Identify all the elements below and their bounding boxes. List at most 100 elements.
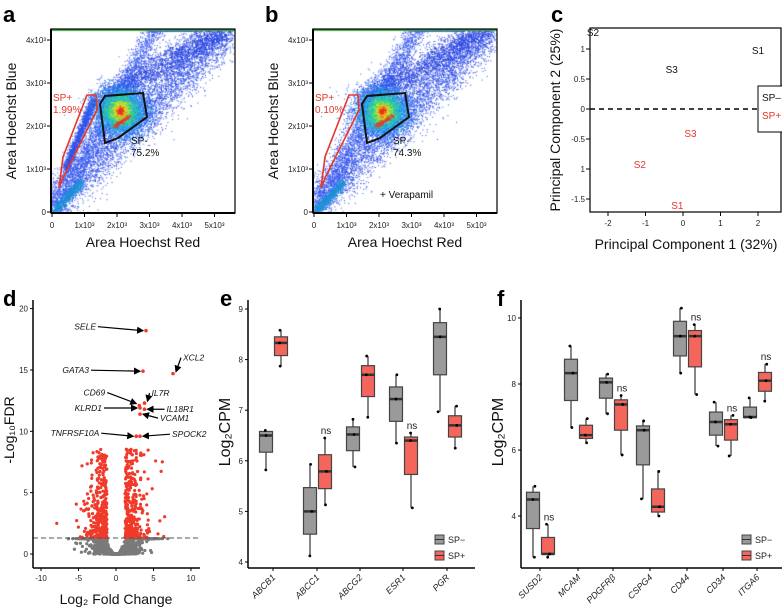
sample-point <box>531 498 535 501</box>
legend-label: SP+ <box>755 551 772 561</box>
volcano-point-significant <box>146 518 150 522</box>
legend-label: SP+ <box>448 551 465 561</box>
sample-point <box>409 431 412 435</box>
sample-point <box>570 426 574 429</box>
x-tick-label: 2x10³ <box>107 221 127 230</box>
volcano-point-significant <box>90 473 94 477</box>
volcano-point-significant <box>145 523 150 527</box>
volcano-point-nonsignificant <box>130 539 134 544</box>
gene-label: IL7R <box>152 388 170 398</box>
x-axis-title: Principal Component 1 (32%) <box>595 236 778 252</box>
y-tick-label: 1 <box>581 45 586 54</box>
gate-label-sp-plus: SP+ <box>315 93 334 104</box>
gate-sp-plus <box>320 94 360 189</box>
y-tick-label: -1.5 <box>571 195 585 204</box>
x-tick-label: ITGA6 <box>736 572 761 597</box>
volcano-point-significant <box>89 519 93 523</box>
volcano-point-significant <box>123 481 128 486</box>
volcano-point-nonsignificant <box>140 548 144 552</box>
box-sp-plus <box>403 436 419 476</box>
volcano-point-significant <box>91 516 95 520</box>
legend-box <box>757 85 782 133</box>
box-sp-plus <box>540 536 556 555</box>
volcano-point-significant <box>102 505 106 509</box>
volcano-point-significant <box>97 521 101 525</box>
gene-label: VCAM1 <box>160 413 190 423</box>
sample-point <box>533 555 536 559</box>
box-sp-minus <box>388 386 404 422</box>
sample-point <box>747 396 751 400</box>
volcano-point-significant <box>90 504 94 508</box>
panel-b: 0 1x10³ 2x10³ 3x10³ 4x10³ 5x10³ 0 1x10³ 2x10³ 3x1… <box>265 28 498 250</box>
volcano-point-nonsignificant <box>90 546 94 550</box>
pca-sample-label: S1 <box>671 201 684 212</box>
volcano-point-nonsignificant <box>72 547 77 551</box>
sample-point <box>571 371 575 375</box>
volcano-point-significant <box>95 494 99 498</box>
sample-point <box>366 415 370 419</box>
x-axis-title: Area Hoechst Red <box>86 234 200 250</box>
volcano-point-labeled <box>138 406 142 410</box>
ns-annotation: ns <box>407 421 418 432</box>
y-tick-label: 7 <box>239 406 244 415</box>
volcano-point-significant <box>137 488 141 492</box>
x-tick-label: PGR <box>431 572 452 593</box>
volcano-point-significant <box>95 470 99 475</box>
volcano-point-significant <box>88 529 93 533</box>
x-tick-label: 1 <box>718 219 723 228</box>
ns-annotation: ns <box>761 352 772 363</box>
volcano-point-nonsignificant <box>126 546 130 550</box>
x-tick-label: 0 <box>50 221 55 230</box>
sample-point <box>657 514 661 518</box>
box-sp-minus <box>525 491 541 530</box>
volcano-point-significant <box>133 488 137 493</box>
volcano-point-significant <box>125 473 129 478</box>
volcano-point-nonsignificant <box>114 552 118 556</box>
sample-point <box>621 403 625 406</box>
panel-e: 4 5 6 7 8 9 Log₂CPM ABCB1 ABCC1 ns ABCG2 ESR1 ns PGR S… <box>217 300 475 602</box>
volcano-point-significant <box>145 492 149 496</box>
sample-point <box>545 522 548 526</box>
sample-point <box>712 400 716 404</box>
gene-arrow <box>101 432 135 440</box>
volcano-point-significant <box>134 451 138 456</box>
panel-letter-a: a <box>3 2 16 27</box>
volcano-point-significant <box>93 506 98 510</box>
volcano-point-significant <box>99 520 103 524</box>
box-sp-minus <box>563 358 579 402</box>
box-sp-minus <box>345 426 361 452</box>
volcano-point-significant <box>89 489 93 493</box>
sample-point <box>763 399 767 403</box>
volcano-point-significant <box>147 527 151 531</box>
sample-point <box>455 404 458 408</box>
volcano-point-significant <box>138 502 143 506</box>
y-tick-label: 0 <box>304 208 309 217</box>
volcano-point-significant <box>133 503 137 508</box>
volcano-point-labeled <box>142 401 147 405</box>
volcano-point-significant <box>124 504 128 509</box>
gate-label-sp-plus: SP+ <box>53 93 72 104</box>
x-tick-label: CD44 <box>668 572 691 595</box>
volcano-point-significant <box>99 478 104 482</box>
volcano-point-significant <box>97 476 101 480</box>
x-tick-label: CSPG4 <box>626 572 655 601</box>
volcano-point-significant <box>101 495 105 499</box>
volcano-point-significant <box>129 466 134 470</box>
sample-point <box>264 468 268 472</box>
volcano-point-significant <box>124 467 128 471</box>
sample-point <box>678 334 682 338</box>
volcano-point-nonsignificant <box>128 550 132 554</box>
y-tick-label: 4 <box>239 558 244 567</box>
volcano-point-significant <box>92 520 96 525</box>
volcano-point-significant <box>134 535 138 539</box>
sample-point <box>583 433 587 437</box>
gate-sp-minus <box>98 91 149 145</box>
x-tick-label: CD34 <box>704 572 727 595</box>
sample-point <box>278 328 282 332</box>
volcano-point-significant <box>139 478 143 482</box>
volcano-point-nonsignificant <box>138 542 142 546</box>
volcano-point-significant <box>150 487 154 491</box>
volcano-point-labeled <box>171 371 175 376</box>
sample-point <box>695 393 699 396</box>
volcano-point-significant <box>128 448 132 452</box>
